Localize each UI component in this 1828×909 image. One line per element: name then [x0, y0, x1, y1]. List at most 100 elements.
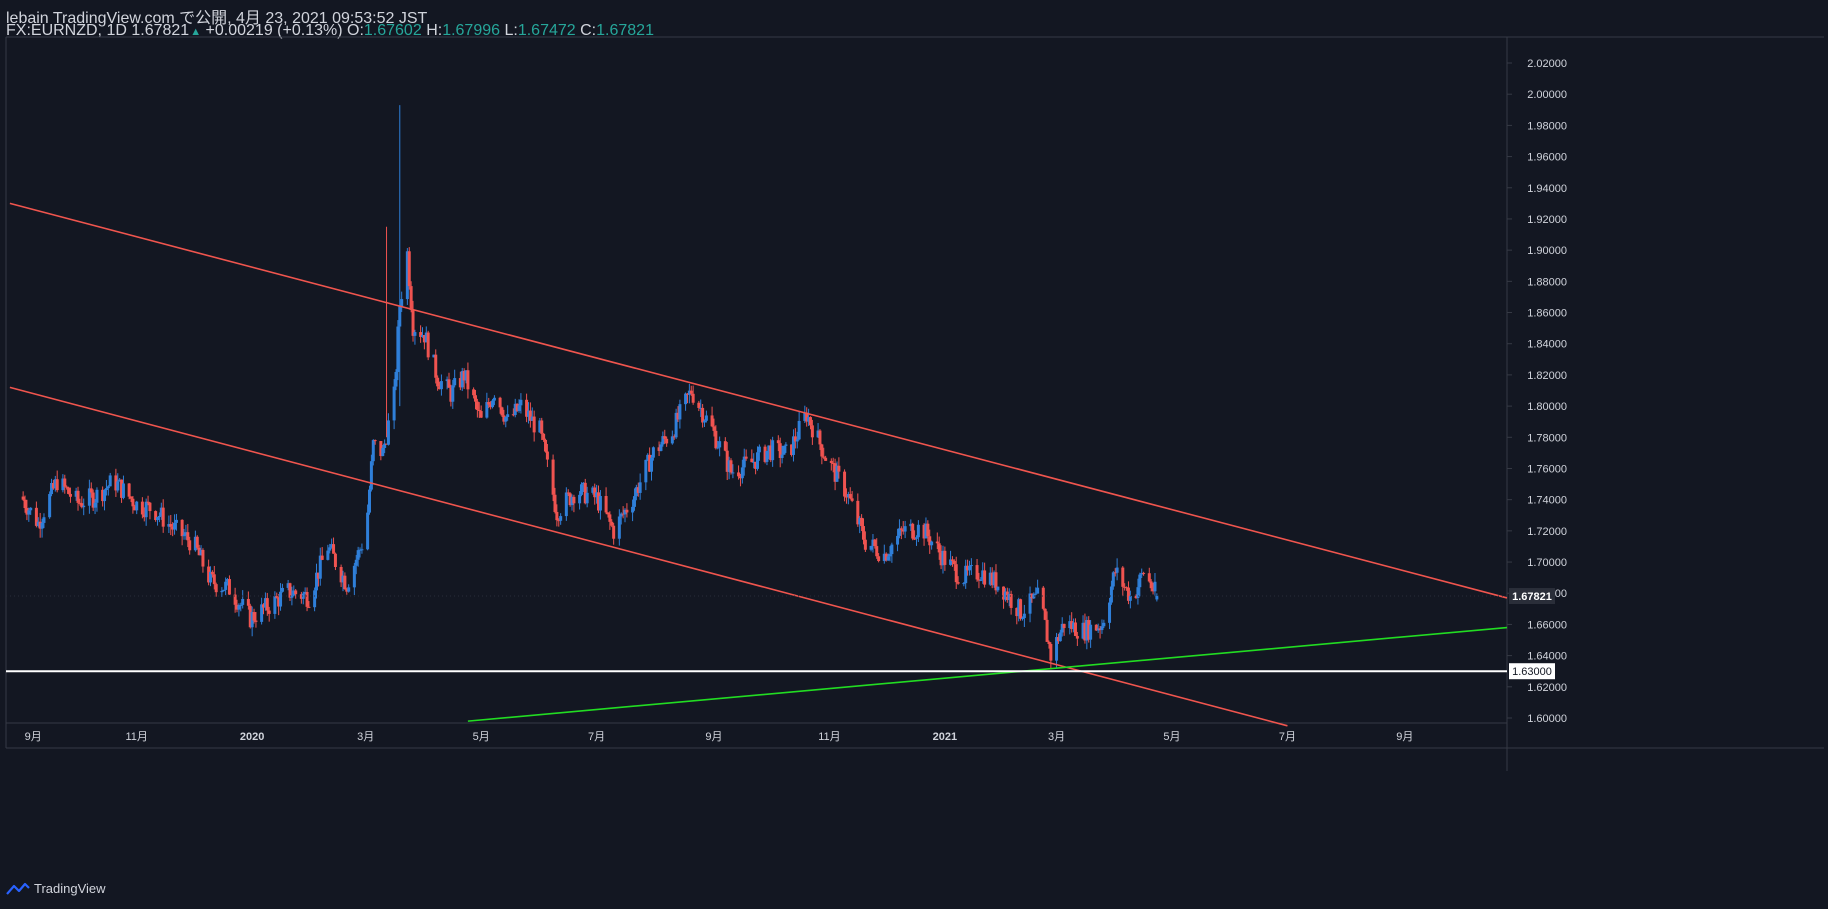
y-tick-label: 1.94000 [1527, 183, 1567, 195]
candle-body [771, 440, 775, 461]
candle-body [875, 546, 879, 557]
candle-body [108, 475, 112, 487]
candle-body [566, 492, 570, 494]
tradingview-branding[interactable]: TradingView [6, 881, 106, 896]
candle-body [829, 460, 833, 464]
candle-body [568, 493, 572, 506]
candle-body [935, 541, 939, 544]
publish-info: lebain TradingView.com で公開, 4月 23, 2021 … [6, 10, 428, 27]
candle-body [901, 529, 905, 532]
candle-body [214, 584, 218, 593]
candle-body [195, 536, 199, 548]
y-tick-label: 1.86000 [1527, 308, 1567, 320]
candle-body [657, 447, 661, 451]
low-label: L: [504, 22, 518, 39]
candle-body [651, 447, 655, 458]
candle-body [369, 461, 373, 490]
candle-body [316, 572, 320, 579]
candle-body [154, 511, 158, 521]
candle-body [1155, 596, 1159, 600]
candle-body [1073, 622, 1077, 636]
candle-body [174, 519, 178, 523]
candle-body [981, 570, 985, 580]
x-tick-label: 9月 [25, 731, 42, 743]
candle-body [462, 371, 466, 381]
candle-body [61, 478, 65, 491]
candle-body [186, 532, 190, 541]
candle-body [394, 371, 398, 387]
candle-body [207, 566, 211, 583]
candle-body [831, 463, 835, 465]
candle-body [750, 458, 754, 463]
candle-body [697, 402, 701, 408]
candle-body [1138, 574, 1142, 588]
symbol-name[interactable]: FX:EURNZD, 1D [6, 22, 127, 39]
trendline-channel-lower[interactable] [9, 386, 1288, 727]
candle-body [328, 547, 332, 551]
candle-body [914, 537, 918, 539]
candle-body [691, 393, 695, 403]
candle-body [104, 488, 108, 491]
candle-body [184, 532, 188, 536]
candle-body [994, 572, 998, 591]
candle-body [1047, 641, 1051, 644]
candle-body [583, 482, 587, 504]
candle-body [810, 425, 814, 438]
candle-body [29, 507, 33, 511]
candle-body [795, 439, 799, 442]
candle-body [385, 443, 389, 445]
candle-body [896, 535, 900, 545]
y-tick-label: 1.66000 [1527, 619, 1567, 631]
candle-body [396, 326, 400, 372]
candle-body [95, 489, 99, 503]
candle-body [252, 612, 256, 621]
candle-body [969, 565, 973, 567]
candle-body [988, 572, 992, 585]
candle-body [612, 525, 616, 539]
candle-body [449, 387, 453, 402]
candle-body [235, 604, 239, 610]
candle-body [368, 489, 372, 513]
candle-body [250, 612, 254, 628]
candle-body [663, 436, 667, 439]
candle-body [477, 409, 481, 412]
trendline-support[interactable] [467, 626, 1508, 722]
candle-body [886, 556, 890, 561]
candle-body [996, 586, 1000, 591]
candle-body [665, 438, 669, 444]
trendline-channel-upper[interactable] [9, 202, 1508, 599]
candle-body [1017, 599, 1021, 617]
candle-body [409, 286, 413, 311]
candle-body [292, 590, 296, 596]
candle-body [1055, 637, 1059, 661]
candle-body [564, 492, 568, 517]
candle-body [118, 479, 122, 482]
candle-body [1147, 573, 1151, 582]
candle-body [909, 523, 913, 527]
candle-body [1009, 593, 1013, 608]
y-tick-label: 1.80000 [1527, 401, 1567, 413]
candle-body [943, 550, 947, 565]
candle-body [379, 441, 383, 457]
candle-body [916, 524, 920, 538]
candle-body [504, 417, 508, 422]
candle-body [201, 549, 205, 567]
candle-body [699, 407, 703, 409]
candle-body [492, 397, 496, 401]
open-value: 1.67602 [363, 22, 422, 39]
candle-body [1034, 593, 1038, 595]
candle-body [142, 514, 146, 518]
candle-body [1085, 620, 1089, 641]
candle-body [718, 441, 722, 448]
candle-body [638, 482, 642, 493]
candle-body [835, 465, 839, 482]
candle-body [1089, 624, 1093, 640]
candle-body [591, 487, 595, 493]
candle-body [303, 591, 307, 594]
candle-body [924, 523, 928, 539]
x-tick-label: 2021 [933, 731, 957, 743]
candle-body [877, 556, 881, 561]
candle-body [1096, 628, 1100, 631]
candle-body [1087, 620, 1091, 640]
